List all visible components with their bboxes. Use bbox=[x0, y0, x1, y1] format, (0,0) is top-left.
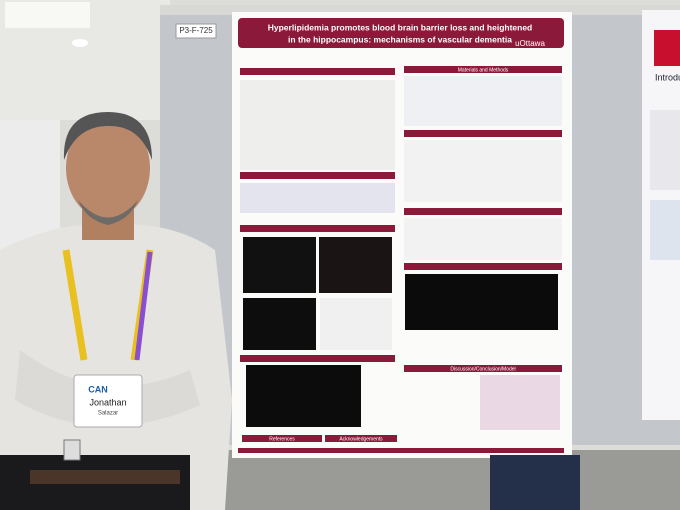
poster-subtitle: in the hippocampus: mechanisms of vascul… bbox=[288, 34, 512, 44]
figure bbox=[320, 298, 392, 350]
beard bbox=[78, 200, 138, 225]
wristband bbox=[63, 439, 81, 461]
neighbor-heading: Introduct bbox=[655, 72, 680, 82]
board-label bbox=[175, 23, 217, 39]
figure bbox=[650, 200, 680, 260]
poster-title: Hyperlipidemia promotes blood brain barr… bbox=[268, 22, 533, 32]
poster-logo: uOttawa bbox=[515, 39, 545, 48]
badge-brand: CAN bbox=[88, 384, 108, 394]
section-title: Discussion/Conclusion/Model bbox=[450, 366, 515, 372]
micrograph bbox=[319, 237, 392, 293]
lanyard bbox=[134, 251, 153, 361]
section-header bbox=[404, 365, 562, 372]
title-band bbox=[238, 18, 564, 48]
section-header bbox=[240, 225, 395, 232]
section-header bbox=[240, 68, 395, 75]
micrograph bbox=[243, 298, 316, 350]
ceiling-light bbox=[5, 2, 90, 28]
section-header bbox=[404, 208, 562, 215]
section-title: Acknowledgements bbox=[339, 436, 383, 442]
logo bbox=[654, 30, 680, 66]
badge-first-name: Jonathan bbox=[89, 397, 126, 407]
floor bbox=[180, 450, 680, 510]
section-header bbox=[404, 263, 562, 270]
text-block bbox=[240, 80, 395, 170]
person-legs bbox=[490, 455, 580, 510]
face bbox=[66, 116, 150, 220]
belt bbox=[30, 470, 180, 484]
hair bbox=[63, 112, 152, 160]
micrograph bbox=[243, 237, 316, 293]
section-header bbox=[404, 130, 562, 137]
section-header bbox=[325, 435, 397, 442]
section-header bbox=[242, 435, 322, 442]
footer-band bbox=[238, 448, 564, 453]
name-badge bbox=[73, 374, 143, 428]
ceiling-light bbox=[72, 39, 88, 47]
section-header bbox=[404, 66, 562, 73]
badge-last-name: Salazar bbox=[98, 411, 118, 417]
figure bbox=[404, 76, 562, 126]
board-frame bbox=[160, 5, 680, 15]
section-title: References bbox=[269, 436, 295, 442]
figure bbox=[240, 183, 395, 213]
model-figure bbox=[480, 375, 560, 430]
figure bbox=[404, 218, 562, 260]
section-title: Materials and Methods bbox=[458, 67, 509, 73]
micrograph bbox=[246, 365, 361, 427]
board-id: P3-F-725 bbox=[179, 26, 213, 35]
micrograph bbox=[405, 274, 558, 330]
shirt bbox=[0, 224, 232, 510]
section-header bbox=[240, 172, 395, 179]
figure bbox=[650, 110, 680, 190]
section-header bbox=[240, 355, 395, 362]
figure bbox=[404, 140, 562, 202]
